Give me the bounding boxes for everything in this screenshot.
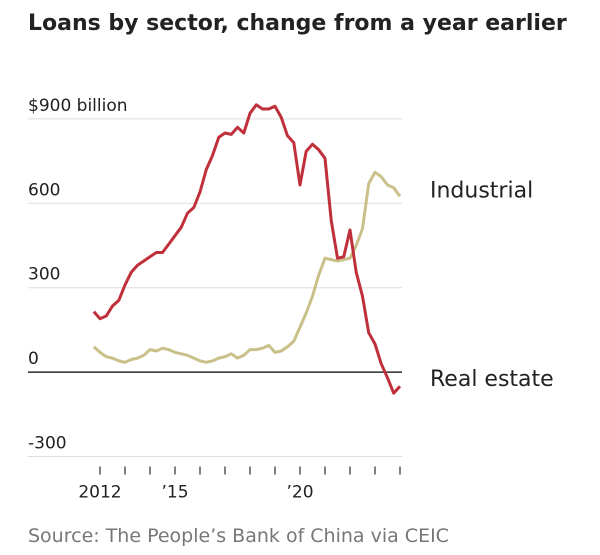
line-series [92,103,402,395]
series-label: Real estate [430,367,554,392]
y-tick-label: 300 [28,265,60,285]
chart-title: Loans by sector, change from a year earl… [28,11,567,36]
y-tick-label: 0 [28,349,39,369]
y-tick-label: 600 [28,180,60,200]
y-tick-label: -300 [28,434,67,454]
series-label: Industrial [430,178,533,203]
y-tick-label: $900 billion [28,96,128,116]
x-tick-label: 2012 [78,483,121,503]
source: Source: The People’s Bank of China via C… [28,525,449,547]
x-tick-label: ’20 [286,483,313,503]
x-tick-label: ’15 [161,483,188,503]
line-series [92,170,402,364]
